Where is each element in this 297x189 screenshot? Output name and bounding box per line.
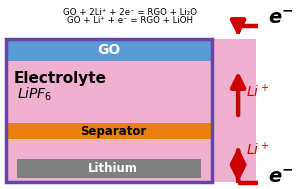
Bar — [6, 39, 212, 182]
Bar — [212, 39, 256, 182]
Text: $\mathit{LiPF}_6$: $\mathit{LiPF}_6$ — [17, 86, 53, 103]
Text: GO + 2Li⁺ + 2e⁻ = RGO + Li₂O: GO + 2Li⁺ + 2e⁻ = RGO + Li₂O — [63, 8, 197, 17]
Bar — [6, 123, 212, 139]
Bar — [6, 39, 212, 61]
Text: Electrolyte: Electrolyte — [13, 71, 107, 86]
Text: GO + Li⁺ + e⁻ = RGO + LiOH: GO + Li⁺ + e⁻ = RGO + LiOH — [67, 16, 193, 25]
Bar — [6, 39, 212, 182]
Text: GO: GO — [97, 43, 121, 57]
Text: $\mathit{Li}^+$: $\mathit{Li}^+$ — [246, 141, 269, 158]
Bar — [17, 159, 200, 178]
Text: $\mathit{Li}^+$: $\mathit{Li}^+$ — [246, 83, 269, 101]
Text: $\bfit{e}^{\bfit{-}}$: $\bfit{e}^{\bfit{-}}$ — [268, 168, 293, 187]
Text: $\bfit{e}^{\bfit{-}}$: $\bfit{e}^{\bfit{-}}$ — [268, 9, 293, 28]
Text: Lithium: Lithium — [88, 162, 138, 175]
Text: Separator: Separator — [80, 125, 146, 138]
